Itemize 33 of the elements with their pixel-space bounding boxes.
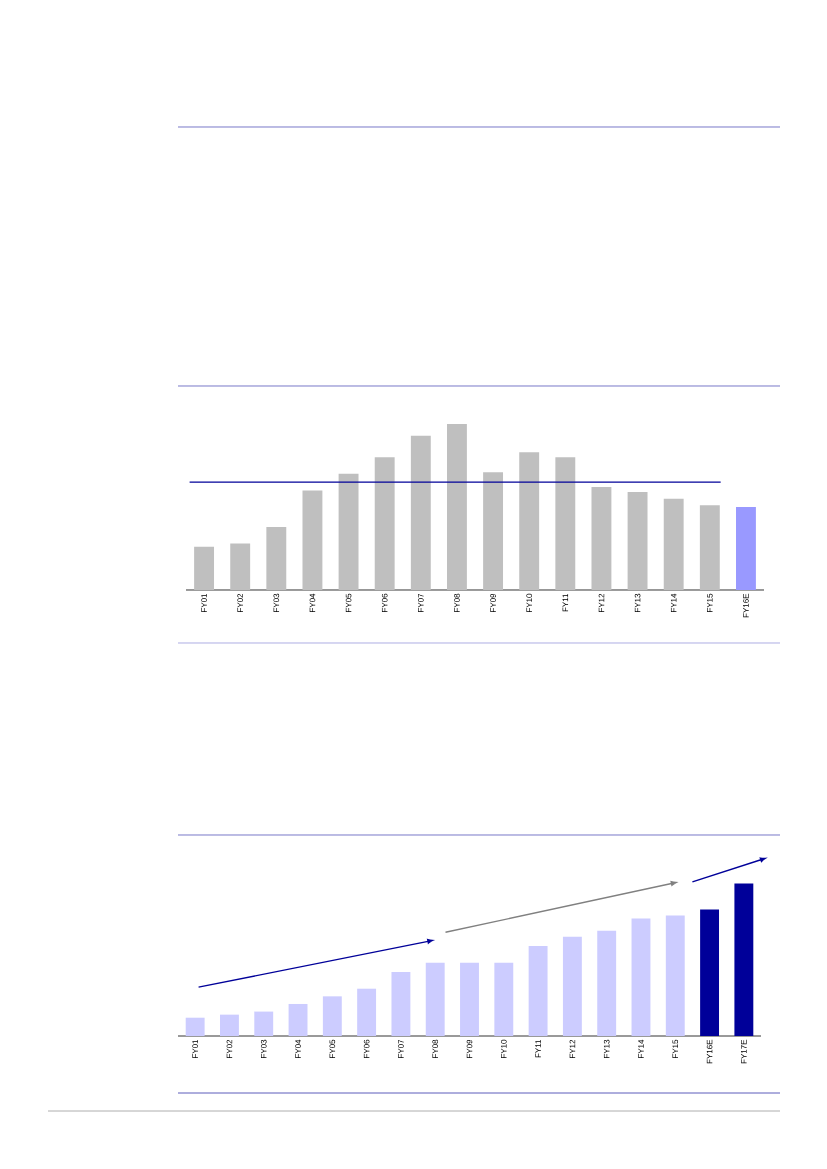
bar bbox=[460, 962, 479, 1036]
bar bbox=[699, 505, 720, 590]
bar bbox=[483, 472, 504, 590]
bar bbox=[391, 971, 411, 1036]
bar bbox=[230, 543, 251, 590]
bar bbox=[322, 996, 342, 1036]
bar bbox=[219, 1014, 239, 1036]
bar bbox=[591, 487, 612, 590]
bar bbox=[494, 962, 514, 1036]
bar bbox=[700, 909, 720, 1036]
bar bbox=[410, 435, 431, 590]
bar bbox=[425, 962, 445, 1036]
bar bbox=[665, 915, 685, 1036]
bar bbox=[266, 526, 287, 590]
bar bbox=[627, 492, 648, 590]
bar bbox=[562, 936, 582, 1036]
bar bbox=[254, 1011, 274, 1036]
bar bbox=[446, 424, 467, 590]
bar bbox=[528, 946, 548, 1036]
bar bbox=[357, 988, 377, 1036]
bar bbox=[597, 930, 617, 1036]
bar bbox=[555, 457, 576, 590]
bar bbox=[734, 883, 754, 1036]
bar bbox=[663, 498, 684, 590]
bar bbox=[194, 546, 215, 590]
bar bbox=[185, 1017, 205, 1036]
bar bbox=[288, 1003, 308, 1036]
bar bbox=[736, 507, 756, 590]
bar bbox=[631, 918, 651, 1036]
bar bbox=[338, 473, 359, 590]
bar bbox=[374, 457, 395, 590]
bar bbox=[519, 452, 540, 590]
bar bbox=[302, 490, 323, 590]
